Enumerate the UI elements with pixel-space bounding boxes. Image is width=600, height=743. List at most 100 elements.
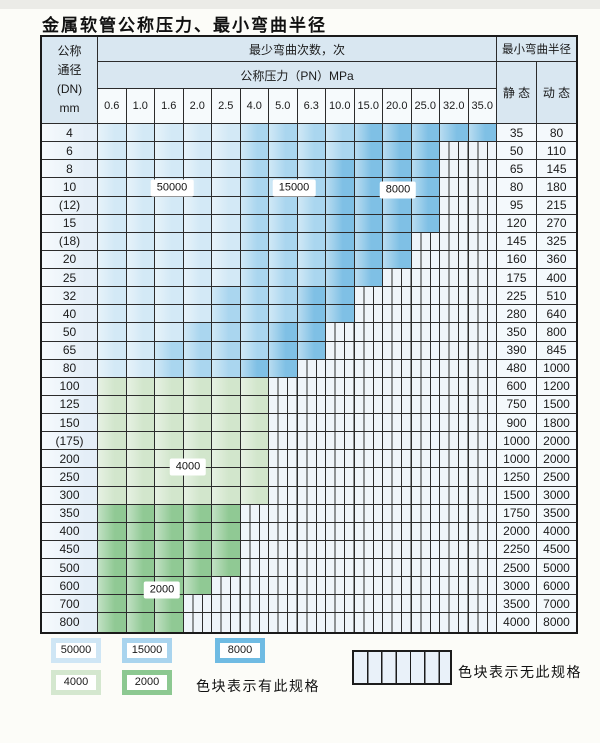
band-cell	[468, 269, 497, 288]
band-cell	[468, 359, 497, 378]
band-cell	[212, 577, 241, 596]
legend-chip-8000: 8000	[215, 638, 265, 663]
band-cell	[468, 178, 497, 197]
band-cell	[269, 214, 298, 233]
dn-cell: 40	[42, 305, 98, 324]
band-cell	[269, 124, 298, 143]
dn-cell: 15	[42, 214, 98, 233]
band-cell	[383, 432, 412, 451]
band-cell	[440, 468, 469, 487]
band-cell	[183, 504, 212, 523]
band-cell	[240, 595, 269, 614]
band-cell	[440, 377, 469, 396]
band-cell	[155, 287, 184, 306]
band-cell	[440, 178, 469, 197]
band-cell	[98, 178, 127, 197]
band-cell	[468, 395, 497, 414]
band-cell	[183, 595, 212, 614]
band-cell	[297, 559, 326, 578]
band-cell	[240, 250, 269, 269]
band-cell	[183, 540, 212, 559]
band-cell	[183, 377, 212, 396]
band-cell	[98, 214, 127, 233]
band-cell	[269, 160, 298, 179]
band-cell	[269, 305, 298, 324]
band-cell	[98, 142, 127, 161]
band-cell	[383, 196, 412, 215]
band-cell	[269, 450, 298, 469]
dynamic-cell: 5000	[537, 559, 576, 578]
band-cell	[183, 142, 212, 161]
band-cell	[183, 559, 212, 578]
band-cell	[183, 522, 212, 541]
band-cell	[297, 196, 326, 215]
band-cell	[98, 577, 127, 596]
band-cell	[98, 486, 127, 505]
band-cell	[383, 613, 412, 632]
header-pressure-value: 6.3	[297, 89, 326, 124]
band-cell	[354, 196, 383, 215]
band-cell	[240, 323, 269, 342]
dynamic-cell: 80	[537, 124, 576, 143]
band-cell	[411, 232, 440, 251]
band-cell	[297, 214, 326, 233]
band-cell	[212, 395, 241, 414]
band-cell	[126, 613, 155, 632]
band-cell	[354, 142, 383, 161]
band-cell	[126, 577, 155, 596]
band-cell	[326, 577, 355, 596]
top-band	[0, 0, 600, 9]
band-cell	[468, 214, 497, 233]
band-cell	[155, 160, 184, 179]
band-cell	[212, 540, 241, 559]
dn-cell: 600	[42, 577, 98, 596]
band-cell	[212, 269, 241, 288]
dn-cell: (12)	[42, 196, 98, 215]
band-cell	[468, 577, 497, 596]
band-cell	[212, 359, 241, 378]
band-cell	[98, 287, 127, 306]
band-cell	[411, 124, 440, 143]
band-cell	[326, 250, 355, 269]
band-cell	[411, 250, 440, 269]
legend-chip-2000: 2000	[122, 670, 172, 695]
band-cell	[98, 450, 127, 469]
dn-cell: 20	[42, 250, 98, 269]
band-cell	[269, 559, 298, 578]
band-cell	[297, 414, 326, 433]
header-pressure-value: 5.0	[269, 89, 298, 124]
band-cell	[383, 269, 412, 288]
band-cell	[240, 377, 269, 396]
legend-chip-50000: 50000	[51, 638, 101, 663]
band-cell	[297, 287, 326, 306]
header-pressure: 公称压力（PN）MPa	[98, 62, 497, 89]
band-cell	[240, 395, 269, 414]
band-cell	[468, 377, 497, 396]
band-cell	[183, 486, 212, 505]
dynamic-cell: 325	[537, 232, 576, 251]
dn-cell: 32	[42, 287, 98, 306]
band-cell	[155, 522, 184, 541]
band-cell	[155, 468, 184, 487]
band-cell	[383, 540, 412, 559]
band-cell	[440, 486, 469, 505]
band-cell	[326, 432, 355, 451]
legend-has-spec-text: 色块表示有此规格	[196, 678, 320, 694]
band-cell	[98, 323, 127, 342]
dn-cell: 100	[42, 377, 98, 396]
band-cell	[269, 504, 298, 523]
band-cell	[212, 559, 241, 578]
band-cell	[411, 613, 440, 632]
band-cell	[354, 595, 383, 614]
band-cell	[354, 178, 383, 197]
band-cell	[212, 250, 241, 269]
band-cell	[212, 595, 241, 614]
band-cell	[468, 124, 497, 143]
band-cell	[326, 341, 355, 360]
band-cell	[411, 468, 440, 487]
static-cell: 350	[497, 323, 537, 342]
header-pressure-value: 4.0	[240, 89, 269, 124]
dn-cell: 4	[42, 124, 98, 143]
band-cell	[326, 178, 355, 197]
band-cell	[383, 124, 412, 143]
